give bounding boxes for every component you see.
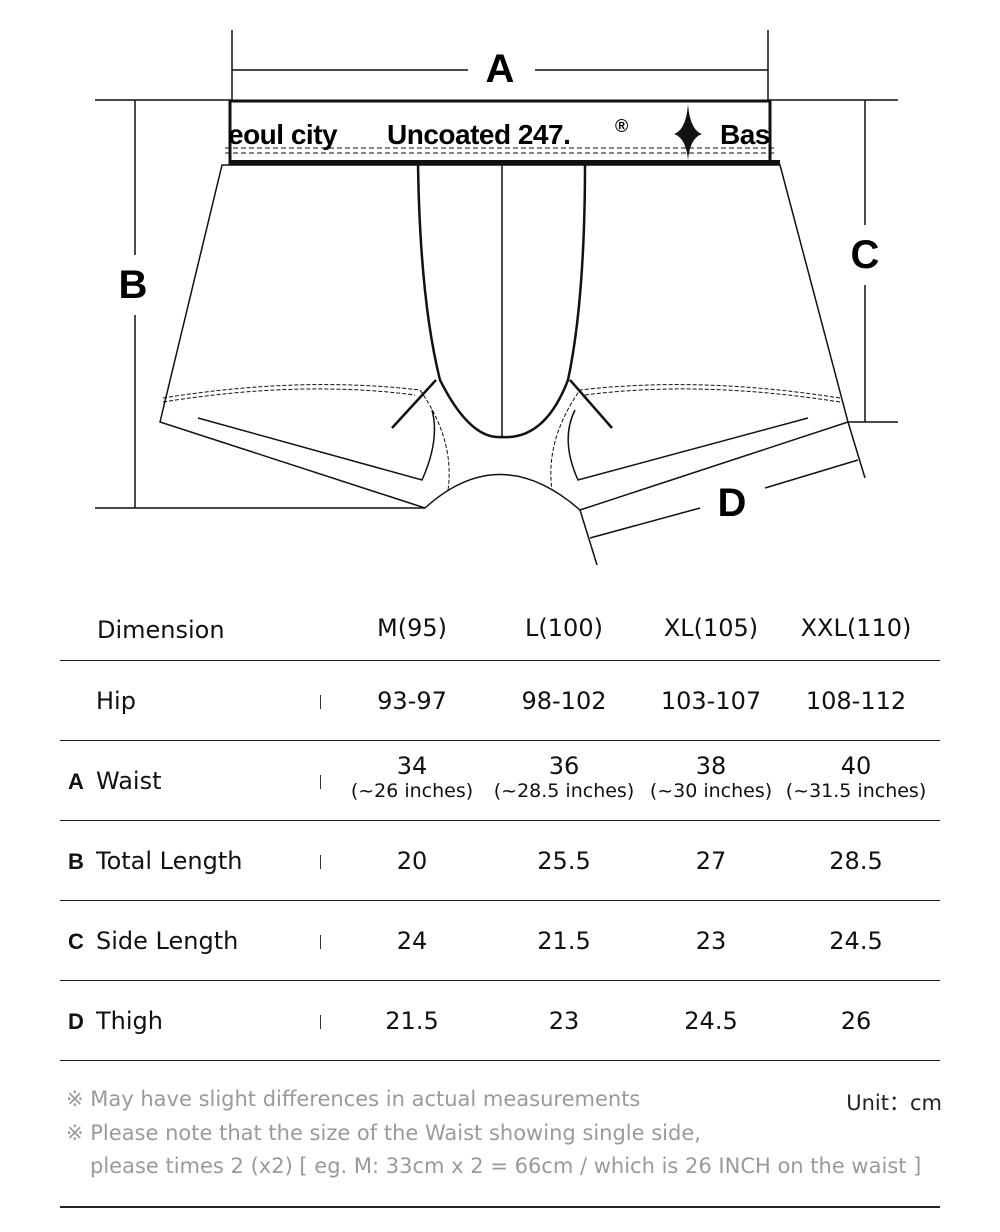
band-text-left: eoul city: [228, 119, 338, 150]
cell-inches: (~30 inches): [649, 780, 773, 802]
row-label: D Thigh: [68, 1007, 163, 1035]
cell-value: 23: [484, 1007, 644, 1035]
row-tick: [320, 855, 321, 869]
row-tick: [320, 775, 321, 789]
cell-number: 103-107: [660, 687, 762, 715]
label-a: A: [486, 47, 515, 91]
cell-inches: (~31.5 inches): [785, 780, 927, 802]
cell-number: 93-97: [377, 687, 447, 715]
cell-number: 21.5: [537, 927, 591, 955]
cell-number: 20: [396, 847, 428, 875]
note-3: please times 2 (x2) [ eg. M: 33cm x 2 = …: [90, 1154, 922, 1178]
cell-value: 21.5: [484, 927, 644, 955]
band-text-center: Uncoated 247.: [387, 119, 570, 150]
row-label: C Side Length: [68, 927, 238, 955]
cell-number: 24: [396, 927, 428, 955]
cell-inches: (~26 inches): [350, 780, 474, 802]
cell-value: 103-107: [631, 687, 791, 715]
cell-value: 98-102: [484, 687, 644, 715]
row-letter: A: [68, 769, 84, 794]
row-label: B Total Length: [68, 847, 242, 875]
cell-number: 23: [548, 1007, 580, 1035]
row-label: Hip: [68, 687, 136, 715]
cell-value: 26: [776, 1007, 936, 1035]
table-row: Hip 93-97 98-102 103-107 108-112: [60, 660, 940, 741]
row-tick: [320, 1015, 321, 1029]
cell-number: 27: [695, 847, 727, 875]
bottom-divider: [60, 1206, 940, 1208]
cell-value: 23: [631, 927, 791, 955]
cell-number: 25.5: [537, 847, 591, 875]
header-size: M(95): [377, 614, 447, 642]
label-b: B: [119, 263, 148, 307]
cell-value: 24: [332, 927, 492, 955]
cell-number: 34: [396, 752, 428, 780]
row-tick: [320, 935, 321, 949]
table-header: Dimension M(95) L(100) XL(105) XXL(110): [60, 600, 940, 661]
label-d: D: [718, 481, 747, 525]
cell-number: 23: [695, 927, 727, 955]
cell-value: 34 (~26 inches): [332, 752, 492, 802]
cell-value: 25.5: [484, 847, 644, 875]
cell-number: 98-102: [521, 687, 607, 715]
cell-number: 40: [840, 752, 872, 780]
cell-number: 28.5: [829, 847, 883, 875]
row-label-text: Hip: [96, 687, 136, 715]
cell-value: 27: [631, 847, 791, 875]
table-row: D Thigh 21.5 23 24.5 26: [60, 980, 940, 1061]
table-row: A Waist 34 (~26 inches) 36 (~28.5 inches) 38 (~…: [60, 740, 940, 821]
cell-number: 21.5: [385, 1007, 439, 1035]
row-letter: B: [68, 849, 84, 874]
table-row: C Side Length 24 21.5 23 24.5: [60, 900, 940, 981]
row-label-text: Total Length: [96, 847, 243, 875]
table-row: B Total Length 20 25.5 27 28.5: [60, 820, 940, 901]
note-2: ※ Please note that the size of the Waist…: [66, 1121, 701, 1145]
cell-inches: (~28.5 inches): [493, 780, 635, 802]
row-label: A Waist: [68, 767, 161, 795]
cell-value: 93-97: [332, 687, 492, 715]
cell-value: 20: [332, 847, 492, 875]
row-label-text: Waist: [96, 767, 162, 795]
cell-value: 40 (~31.5 inches): [776, 752, 936, 802]
cell-number: 36: [548, 752, 580, 780]
cell-number: 24.5: [684, 1007, 738, 1035]
cell-value: 21.5: [332, 1007, 492, 1035]
cell-value: 24.5: [776, 927, 936, 955]
underwear-diagram: A B C D eoul city Uncoated 247. ® Bas: [95, 30, 898, 566]
note-1: ※ May have slight differences in actual …: [66, 1087, 641, 1111]
row-letter: D: [68, 1009, 84, 1034]
cell-number: 26: [840, 1007, 872, 1035]
cell-value: 28.5: [776, 847, 936, 875]
label-c: C: [851, 233, 880, 277]
cell-number: 38: [695, 752, 727, 780]
cell-value: 38 (~30 inches): [631, 752, 791, 802]
header-size: XL(105): [663, 614, 759, 642]
row-tick: [320, 695, 321, 709]
cell-number: 108-112: [805, 687, 907, 715]
cell-value: 108-112: [776, 687, 936, 715]
cell-number: 24.5: [829, 927, 883, 955]
header-size: L(100): [525, 614, 603, 642]
header-size: XXL(110): [800, 614, 912, 642]
registered-mark: ®: [615, 116, 628, 136]
unit-label: Unit：cm: [846, 1091, 942, 1115]
cell-value: 24.5: [631, 1007, 791, 1035]
row-letter: C: [68, 929, 84, 954]
header-label: Dimension: [97, 616, 225, 644]
cell-value: 36 (~28.5 inches): [484, 752, 644, 802]
row-label-text: Side Length: [96, 927, 239, 955]
band-text-right: Bas: [720, 119, 770, 150]
row-label-text: Thigh: [96, 1007, 163, 1035]
